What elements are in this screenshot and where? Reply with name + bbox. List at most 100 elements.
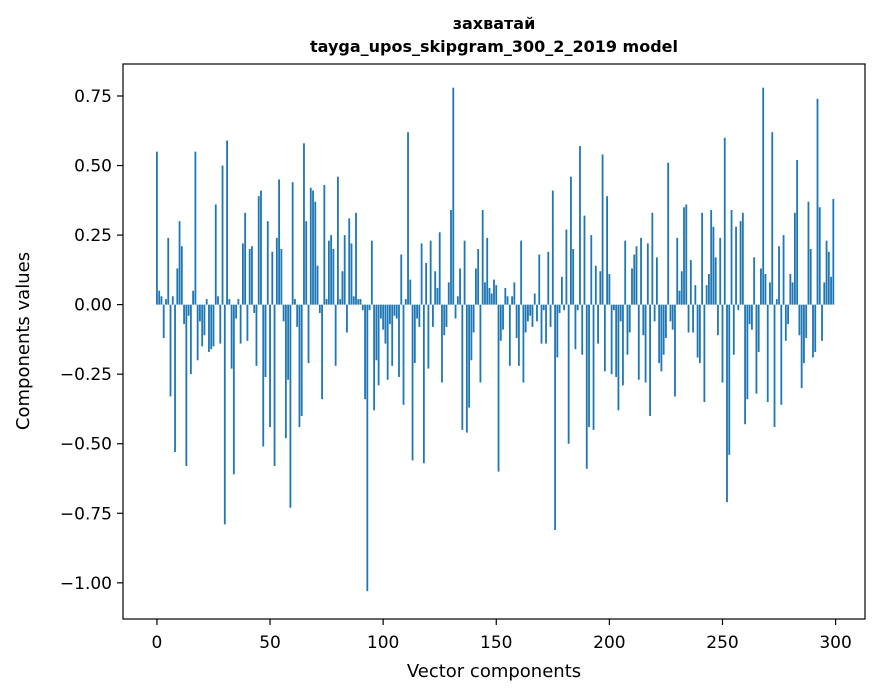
bar [832, 198, 835, 305]
x-tick-label: 300 [819, 633, 851, 653]
chart-title: захватай [453, 14, 536, 33]
bar [744, 304, 747, 425]
bar [667, 162, 670, 305]
bar [447, 282, 450, 305]
bar [644, 304, 647, 383]
bar [796, 159, 799, 305]
bar [355, 212, 357, 305]
bar [567, 304, 570, 444]
bar [361, 304, 364, 311]
bar [488, 287, 491, 305]
plot-frame [122, 63, 866, 620]
bar [434, 271, 437, 305]
bar [432, 304, 434, 327]
bar [766, 304, 769, 403]
bar [475, 268, 477, 305]
bar [687, 304, 690, 333]
bar [635, 246, 638, 305]
bar [391, 304, 394, 366]
bar [719, 237, 722, 305]
bar [330, 235, 333, 305]
bar [762, 87, 765, 305]
bar [565, 229, 568, 305]
bar [805, 304, 808, 339]
bar [775, 299, 778, 305]
bar [610, 304, 613, 375]
bar [269, 304, 271, 428]
y-tick-label: −1.00 [60, 574, 112, 594]
bar [266, 221, 269, 305]
bar [445, 304, 448, 327]
bar [798, 304, 801, 336]
bar [791, 282, 794, 305]
bar [368, 304, 371, 311]
bar [560, 276, 563, 305]
bar [183, 304, 185, 325]
bar [316, 265, 319, 305]
bar [459, 268, 461, 305]
bar [366, 304, 369, 592]
bar [199, 304, 201, 322]
bar [470, 304, 473, 361]
bar [698, 304, 701, 364]
bar [479, 304, 482, 383]
bar [807, 201, 810, 305]
bar [189, 304, 192, 375]
y-tick-label: 0.50 [74, 157, 112, 177]
bar [418, 304, 421, 327]
bar [773, 304, 776, 428]
bar [757, 304, 760, 352]
bar [350, 243, 353, 305]
bar [169, 304, 172, 397]
bar [714, 257, 717, 305]
bar [522, 304, 525, 383]
bar [291, 182, 294, 305]
bar [658, 304, 661, 364]
bar [665, 304, 667, 339]
bar [547, 251, 550, 305]
bar [723, 137, 726, 305]
bar [655, 257, 658, 305]
bar [769, 282, 771, 305]
bar [411, 304, 414, 461]
bar [235, 304, 238, 319]
bar [217, 296, 219, 305]
x-tick-label: 100 [367, 633, 399, 653]
y-axis-label: Components values [13, 252, 34, 430]
x-axis-ticks: 0 50 100 150 200 250 300 [152, 619, 852, 653]
bar [402, 304, 405, 405]
bar [572, 249, 575, 305]
bar [298, 304, 301, 428]
bar [617, 304, 620, 411]
bar [185, 304, 188, 466]
bar [771, 132, 774, 305]
bars-layer [156, 87, 835, 592]
bar [341, 271, 344, 305]
bar [357, 299, 360, 305]
bar [821, 304, 823, 341]
bar [438, 232, 441, 305]
bar [633, 254, 636, 305]
bar [287, 304, 290, 380]
bar [167, 237, 170, 305]
x-tick-label: 50 [259, 633, 281, 653]
bar [531, 304, 534, 327]
bar [452, 87, 455, 305]
bar [484, 282, 486, 305]
bar [637, 304, 640, 380]
bar [312, 190, 314, 305]
bar [793, 212, 796, 305]
bar [696, 304, 699, 358]
bar [816, 98, 819, 305]
bar [244, 212, 247, 305]
bar [825, 240, 828, 305]
bar [375, 304, 378, 361]
bar [481, 210, 484, 305]
bar [622, 304, 624, 386]
x-tick-label: 200 [593, 633, 625, 653]
bar [176, 268, 179, 305]
bar [171, 296, 174, 305]
bar [404, 299, 407, 305]
bar [203, 304, 206, 336]
y-tick-label: −0.75 [60, 504, 112, 524]
